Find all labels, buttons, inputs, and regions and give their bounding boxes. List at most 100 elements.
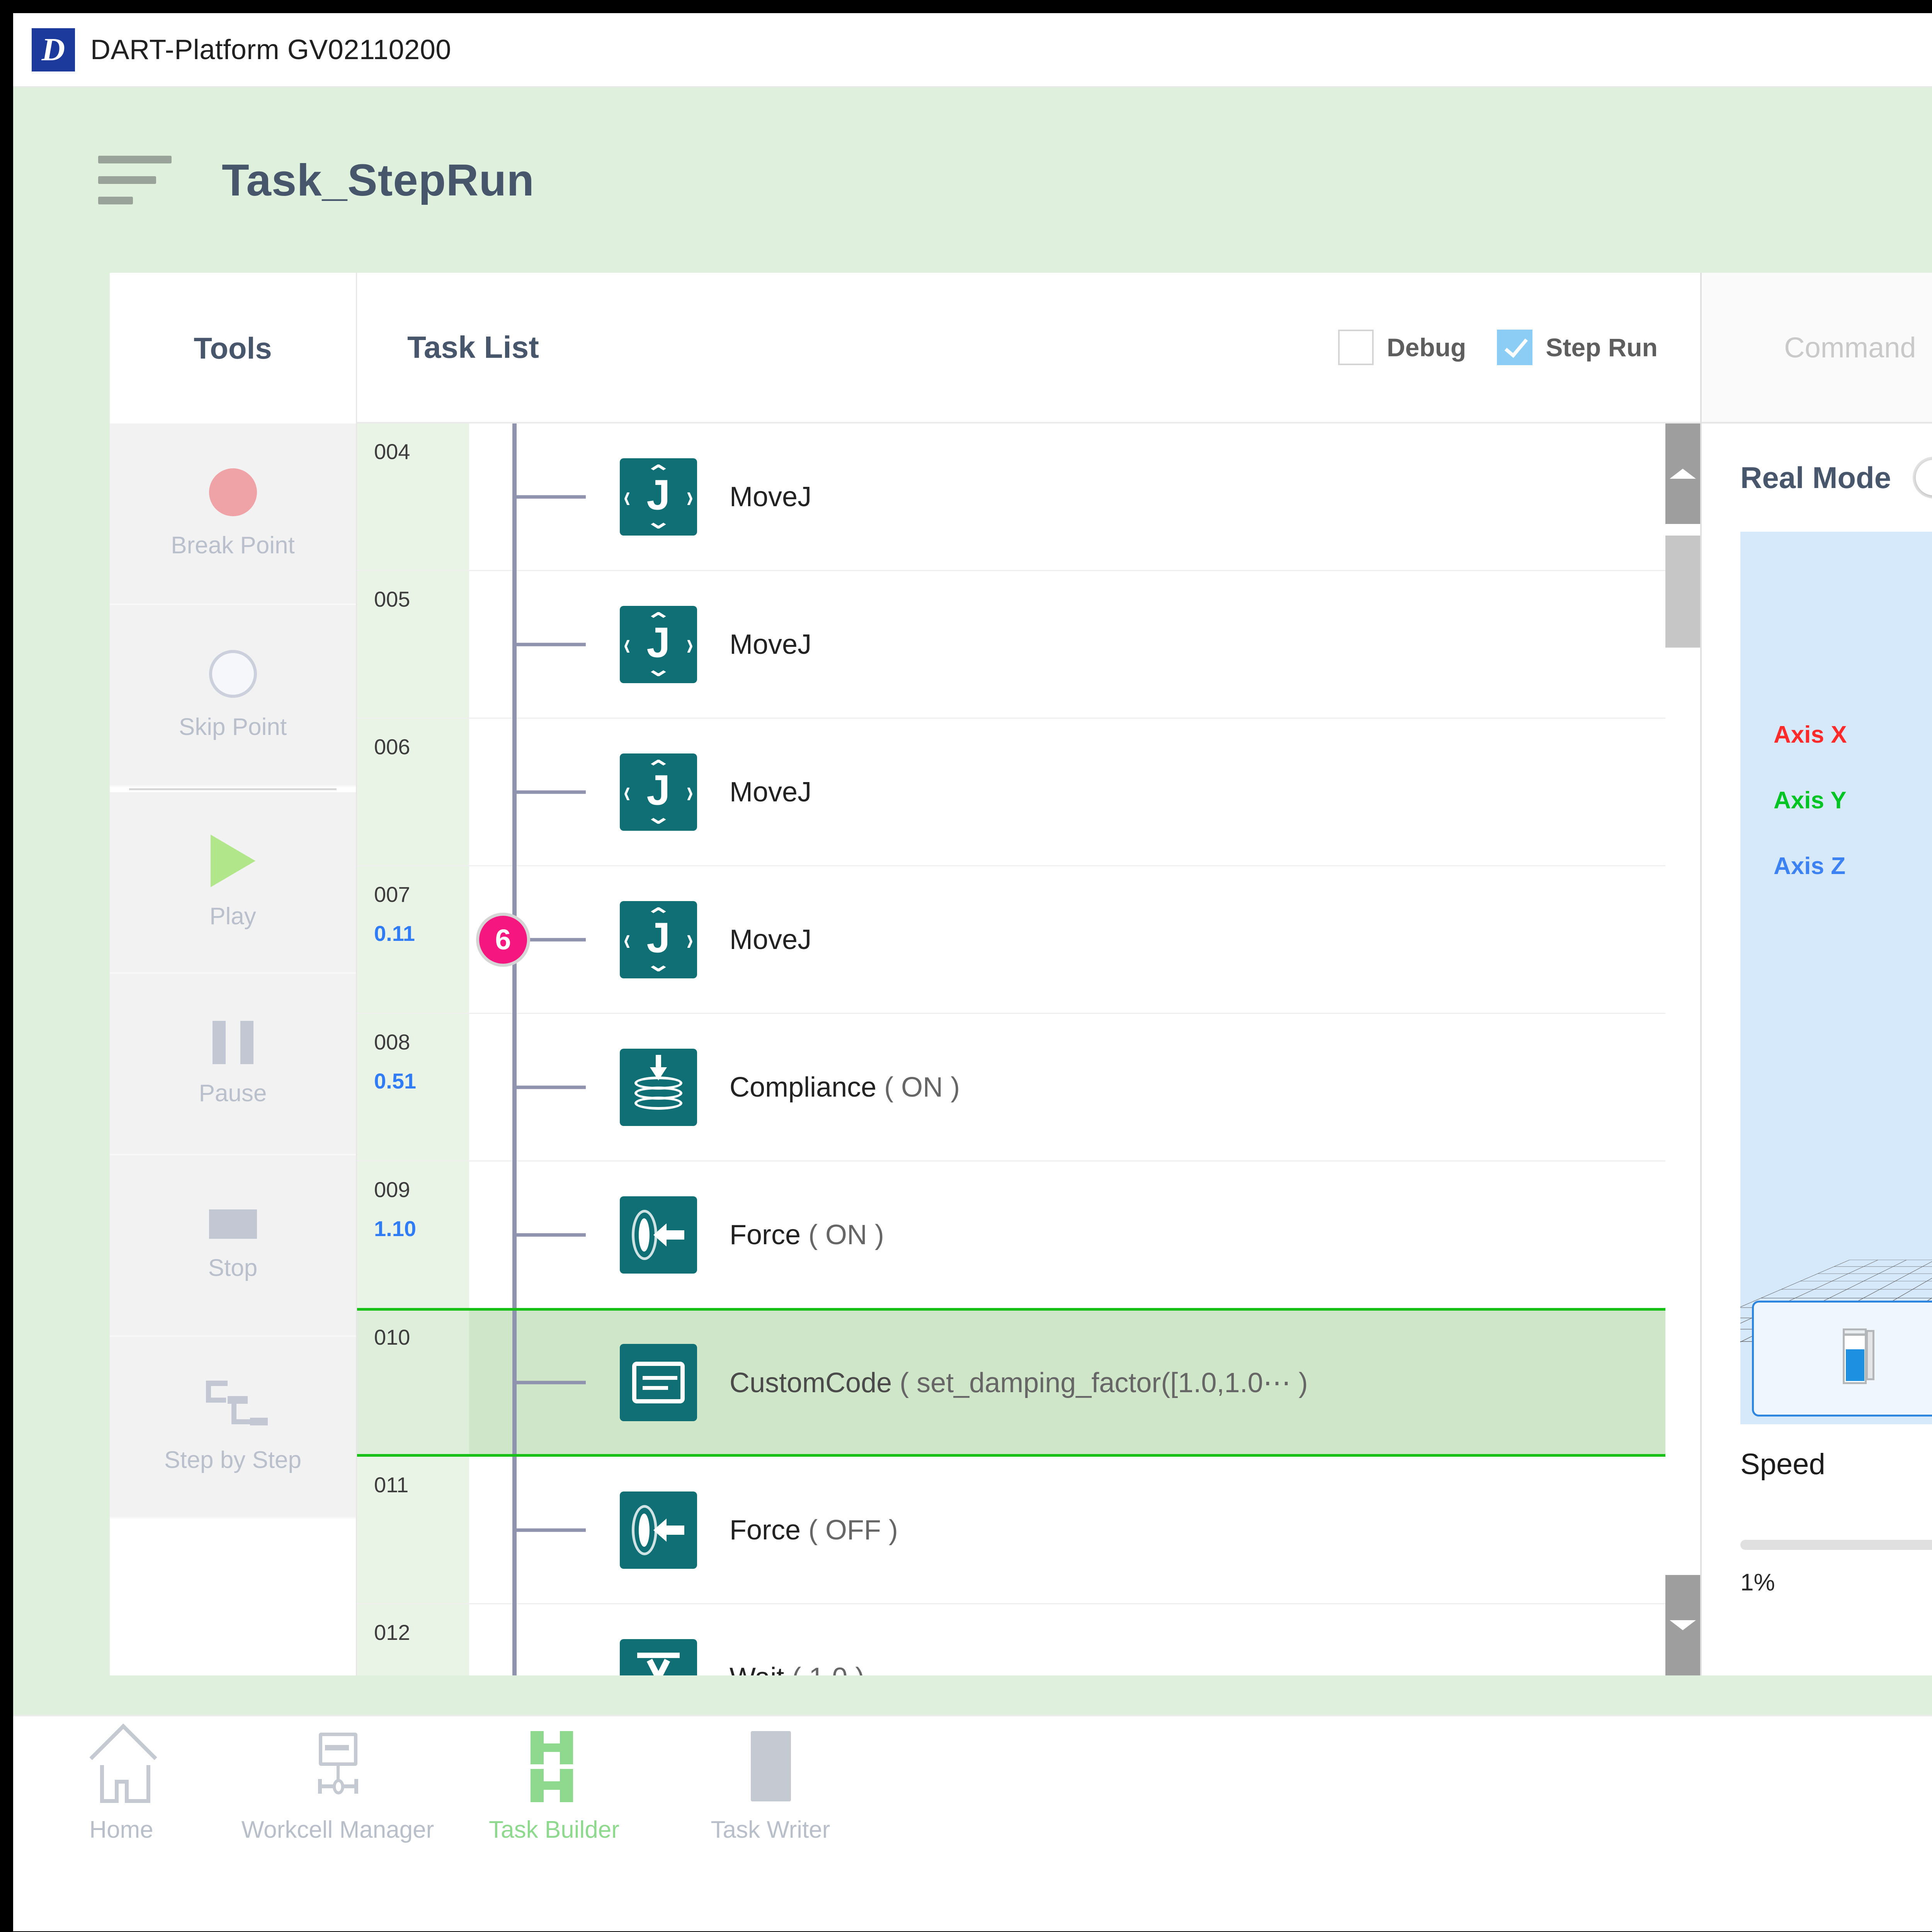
title-bar: D DART-Platform GV02110200	[13, 13, 1932, 87]
nav-home[interactable]: Home	[13, 1730, 230, 1844]
tool-stop[interactable]: Stop	[110, 1155, 356, 1337]
app-logo: D	[32, 28, 75, 71]
nav-workcell-manager[interactable]: Workcell Manager	[230, 1730, 446, 1844]
scroll-down-arrow-icon[interactable]	[1665, 1575, 1700, 1675]
tool-label: Break Point	[171, 532, 295, 559]
checkbox-label: Debug	[1387, 333, 1466, 362]
tree-connector	[469, 718, 586, 866]
nav-label: Task Writer	[711, 1816, 830, 1843]
tool-label: Pause	[199, 1080, 267, 1107]
scroll-up-arrow-icon[interactable]	[1665, 423, 1700, 524]
tool-label: Play	[209, 903, 256, 930]
tree-connector	[469, 423, 586, 571]
view-preset-buttons	[1752, 1301, 1932, 1417]
tree-connector: 6	[469, 865, 586, 1014]
tool-step-by-step[interactable]: Step by Step	[110, 1337, 356, 1519]
axis-y-label: Axis Y	[1774, 787, 1847, 814]
task-builder-icon	[517, 1730, 591, 1803]
table-row[interactable]: 011 Force ( OFF )	[357, 1456, 1665, 1604]
real-mode-row: Real Mode 00:00:05.84	[1702, 423, 1932, 532]
movej-icon: J ⌃ ⌄ ‹ ›	[620, 753, 697, 831]
real-mode-toggle[interactable]	[1913, 457, 1932, 498]
current-step-badge: 6	[476, 912, 530, 967]
row-command-label: MoveJ	[730, 629, 812, 660]
compliance-icon	[620, 1048, 697, 1126]
app-header: Task_StepRun Auto Standby 2024.04.25 1:1…	[13, 87, 1932, 273]
skip-point-icon	[209, 650, 257, 698]
stop-icon	[209, 1209, 257, 1239]
robot-3d-viewport[interactable]: Axis X Axis Y Axis Z FRONT	[1740, 532, 1932, 1424]
debug-checkbox[interactable]: Debug	[1338, 330, 1466, 365]
real-mode-label: Real Mode	[1740, 460, 1891, 495]
row-command-label: CustomCode ( set_damping_factor([1.0,1.0…	[730, 1367, 1308, 1398]
row-number: 008	[374, 1030, 410, 1054]
view-front-button[interactable]	[1752, 1301, 1932, 1417]
tree-connector	[469, 570, 586, 719]
application-window: D DART-Platform GV02110200 Task_StepRun	[13, 13, 1932, 1931]
checkbox-label: Step Run	[1546, 333, 1658, 362]
right-panel-tabs: Command Property Variable Play	[1702, 273, 1932, 423]
row-number: 009	[374, 1177, 410, 1202]
tree-connector	[469, 1456, 586, 1604]
row-number: 004	[374, 439, 410, 464]
tool-label: Skip Point	[179, 713, 287, 740]
tree-connector	[469, 1160, 586, 1309]
tool-pause[interactable]: Pause	[110, 974, 356, 1155]
nav-task-builder[interactable]: Task Builder	[446, 1730, 662, 1844]
right-panel: Command Property Variable Play Real Mode…	[1702, 273, 1932, 1675]
scrollbar-thumb[interactable]	[1665, 536, 1700, 648]
play-icon	[210, 834, 255, 887]
table-row[interactable]: 009 1.10 Force ( ON )	[357, 1160, 1665, 1309]
checkbox-box	[1497, 330, 1533, 365]
table-row-selected[interactable]: 010 CustomCode ( set_damping_factor([1.0…	[357, 1308, 1665, 1457]
speed-controls: Speed 1% 100% 100	[1702, 1424, 1932, 1675]
tool-break-point[interactable]: Break Point	[110, 423, 356, 605]
app-title: DART-Platform GV02110200	[90, 34, 451, 65]
movej-icon: J ⌃ ⌄ ‹ ›	[620, 901, 697, 978]
tab-command[interactable]: Command	[1702, 273, 1932, 422]
task-list-scrollbar[interactable]	[1665, 423, 1700, 1675]
row-number: 012	[374, 1620, 410, 1645]
table-row[interactable]: 006 J ⌃ ⌄ ‹ › MoveJ	[357, 718, 1665, 866]
main-content: Tools Break Point Skip Point Play Pause …	[13, 273, 1932, 1715]
home-icon	[85, 1730, 158, 1803]
table-row[interactable]: 008 0.51 Compliance ( ON )	[357, 1013, 1665, 1162]
nav-task-writer[interactable]: Task Writer	[662, 1730, 879, 1844]
task-rows: 004 J ⌃ ⌄ ‹ › MoveJ 005 J ⌃ ⌄ ‹ › MoveJ	[357, 423, 1665, 1675]
tool-play[interactable]: Play	[110, 792, 356, 974]
tools-divider	[110, 787, 356, 792]
force-icon	[620, 1196, 697, 1274]
row-elapsed-time: 0.11	[374, 921, 415, 946]
tools-panel: Tools Break Point Skip Point Play Pause …	[110, 273, 357, 1675]
task-list-header: Task List Debug Step Run	[357, 273, 1700, 423]
step-by-step-icon	[202, 1380, 268, 1431]
tree-connector	[469, 1013, 586, 1162]
toggle-knob	[1916, 460, 1932, 495]
row-command-label: Force ( ON )	[730, 1219, 884, 1250]
row-elapsed-time: 0.51	[374, 1069, 416, 1093]
checkbox-box	[1338, 330, 1374, 365]
table-row[interactable]: 004 J ⌃ ⌄ ‹ › MoveJ	[357, 423, 1665, 571]
row-elapsed-time: 1.10	[374, 1216, 416, 1241]
wait-icon	[620, 1639, 697, 1675]
workcell-icon	[301, 1730, 374, 1803]
table-row[interactable]: 012 Wait ( 1.0 )	[357, 1603, 1665, 1675]
row-command-label: Force ( OFF )	[730, 1514, 898, 1546]
break-point-icon	[209, 468, 257, 516]
speed-min-label: 1%	[1740, 1569, 1775, 1596]
bottom-navigation: Home Workcell Manager Task Builder Task …	[13, 1715, 1932, 1931]
tool-skip-point[interactable]: Skip Point	[110, 605, 356, 787]
movej-icon: J ⌃ ⌄ ‹ ›	[620, 458, 697, 536]
nav-label: Workcell Manager	[241, 1816, 434, 1843]
axis-z-label: Axis Z	[1774, 853, 1846, 879]
speed-slider[interactable]	[1740, 1527, 1932, 1562]
hamburger-menu-icon[interactable]	[98, 147, 175, 213]
row-command-label: Compliance ( ON )	[730, 1071, 960, 1103]
table-row[interactable]: 005 J ⌃ ⌄ ‹ › MoveJ	[357, 570, 1665, 719]
nav-label: Task Builder	[489, 1816, 619, 1843]
step-run-checkbox[interactable]: Step Run	[1497, 330, 1658, 365]
task-writer-icon	[734, 1730, 807, 1803]
slider-track	[1740, 1539, 1932, 1550]
task-list-panel: Task List Debug Step Run 004	[357, 273, 1702, 1675]
table-row[interactable]: 007 0.11 6 J ⌃ ⌄ ‹ › MoveJ	[357, 865, 1665, 1014]
